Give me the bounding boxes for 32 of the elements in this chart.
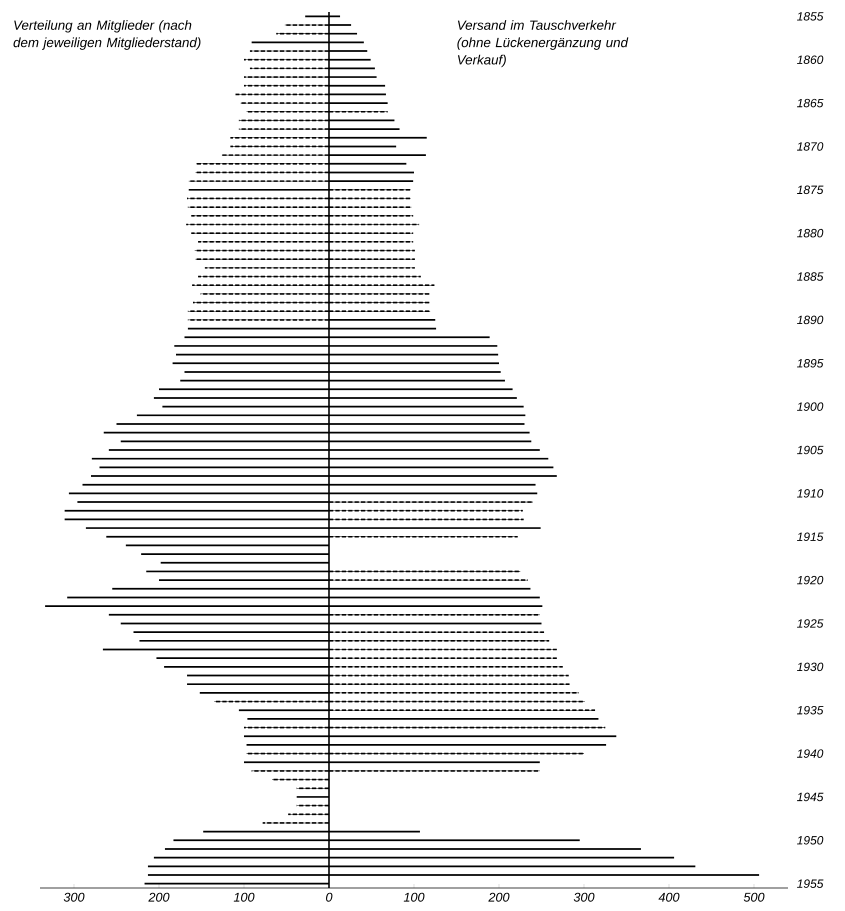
x-tick-label: 300 — [574, 892, 594, 902]
y-tick-label: 1945 — [797, 792, 824, 802]
y-tick-label: 1880 — [797, 228, 824, 238]
y-tick-label: 1885 — [797, 272, 824, 281]
y-tick-label: 1905 — [797, 446, 824, 454]
y-tick-label: 1875 — [797, 186, 824, 194]
y-tick-label: 1940 — [797, 749, 824, 758]
y-tick-label: 1935 — [797, 706, 824, 714]
y-tick-label: 1920 — [797, 576, 824, 584]
y-tick-label: 1860 — [797, 55, 824, 64]
y-tick-label: 1950 — [797, 836, 824, 845]
y-tick-label: 1865 — [797, 98, 824, 108]
x-tick-label: 100 — [234, 892, 254, 902]
y-tick-label: 1900 — [797, 402, 824, 411]
x-tick-label: 200 — [488, 892, 510, 902]
y-tick-label: 1895 — [797, 359, 824, 368]
x-tick-label: 300 — [64, 892, 84, 902]
x-tick-label: 100 — [404, 892, 424, 902]
y-tick-label: 1955 — [797, 879, 824, 888]
y-tick-label: 1870 — [797, 142, 824, 151]
x-tick-label: 500 — [744, 892, 764, 902]
y-tick-label: 1915 — [797, 532, 824, 541]
x-tick-label: 200 — [148, 892, 170, 902]
y-tick-label: 1925 — [797, 619, 824, 628]
x-tick-label: 400 — [658, 892, 680, 902]
annotation: Verteilung an Mitglieder (nach dem jeweiligen Mitgliederstand) — [14, 20, 200, 50]
y-tick-label: 1930 — [797, 662, 824, 672]
y-tick-label: 1890 — [797, 316, 824, 324]
annotation: Versand im Tauschverkehr (ohne Lückenergänzung und Verkauf) — [457, 20, 628, 68]
y-tick-label: 1910 — [797, 489, 824, 498]
y-tick-label: 1855 — [797, 12, 824, 21]
x-tick-label: 0 — [326, 892, 332, 902]
